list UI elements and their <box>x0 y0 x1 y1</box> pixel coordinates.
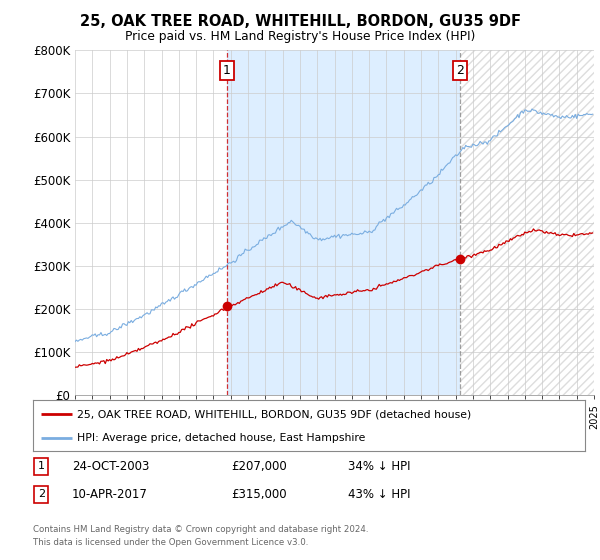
Text: 1: 1 <box>223 64 231 77</box>
Text: £207,000: £207,000 <box>232 460 287 473</box>
Text: 25, OAK TREE ROAD, WHITEHILL, BORDON, GU35 9DF (detached house): 25, OAK TREE ROAD, WHITEHILL, BORDON, GU… <box>77 409 472 419</box>
Text: 10-APR-2017: 10-APR-2017 <box>71 488 148 501</box>
Text: This data is licensed under the Open Government Licence v3.0.: This data is licensed under the Open Gov… <box>33 538 308 547</box>
Text: 24-OCT-2003: 24-OCT-2003 <box>71 460 149 473</box>
Text: 1: 1 <box>38 461 45 471</box>
Text: 25, OAK TREE ROAD, WHITEHILL, BORDON, GU35 9DF: 25, OAK TREE ROAD, WHITEHILL, BORDON, GU… <box>79 14 521 29</box>
Text: HPI: Average price, detached house, East Hampshire: HPI: Average price, detached house, East… <box>77 433 365 443</box>
Text: £315,000: £315,000 <box>232 488 287 501</box>
Text: 2: 2 <box>38 489 45 499</box>
Text: 2: 2 <box>456 64 464 77</box>
Bar <box>460 50 594 395</box>
Bar <box>460 50 594 395</box>
Text: Price paid vs. HM Land Registry's House Price Index (HPI): Price paid vs. HM Land Registry's House … <box>125 30 475 43</box>
Text: 43% ↓ HPI: 43% ↓ HPI <box>347 488 410 501</box>
Text: 34% ↓ HPI: 34% ↓ HPI <box>347 460 410 473</box>
Text: Contains HM Land Registry data © Crown copyright and database right 2024.: Contains HM Land Registry data © Crown c… <box>33 525 368 534</box>
Bar <box>227 50 460 395</box>
